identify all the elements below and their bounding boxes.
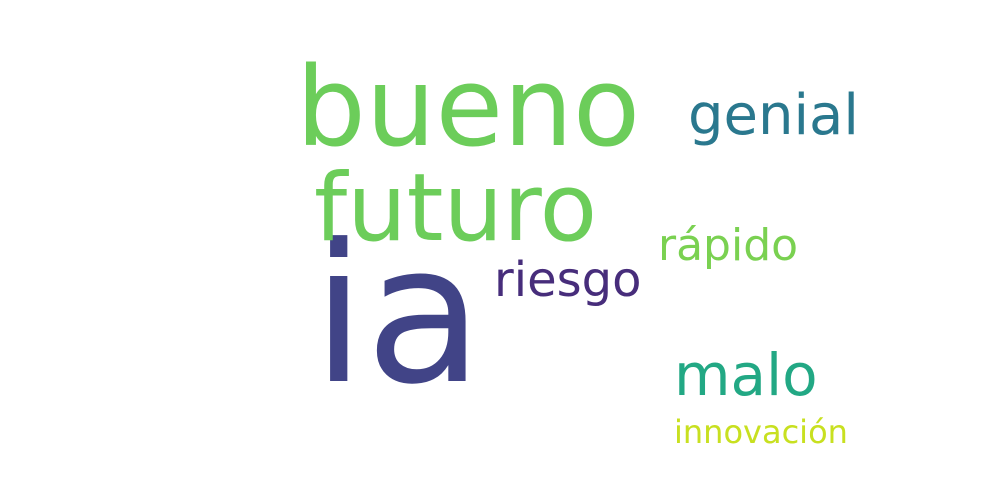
word-bueno: bueno: [296, 43, 641, 171]
word-genial: genial: [688, 83, 859, 148]
word-innovacion: innovación: [674, 413, 848, 451]
word-riesgo: riesgo: [494, 252, 642, 308]
word-futuro: futuro: [314, 154, 598, 263]
word-ia: ia: [312, 204, 483, 427]
word-malo: malo: [674, 341, 818, 409]
word-rapido: rápido: [658, 220, 799, 271]
